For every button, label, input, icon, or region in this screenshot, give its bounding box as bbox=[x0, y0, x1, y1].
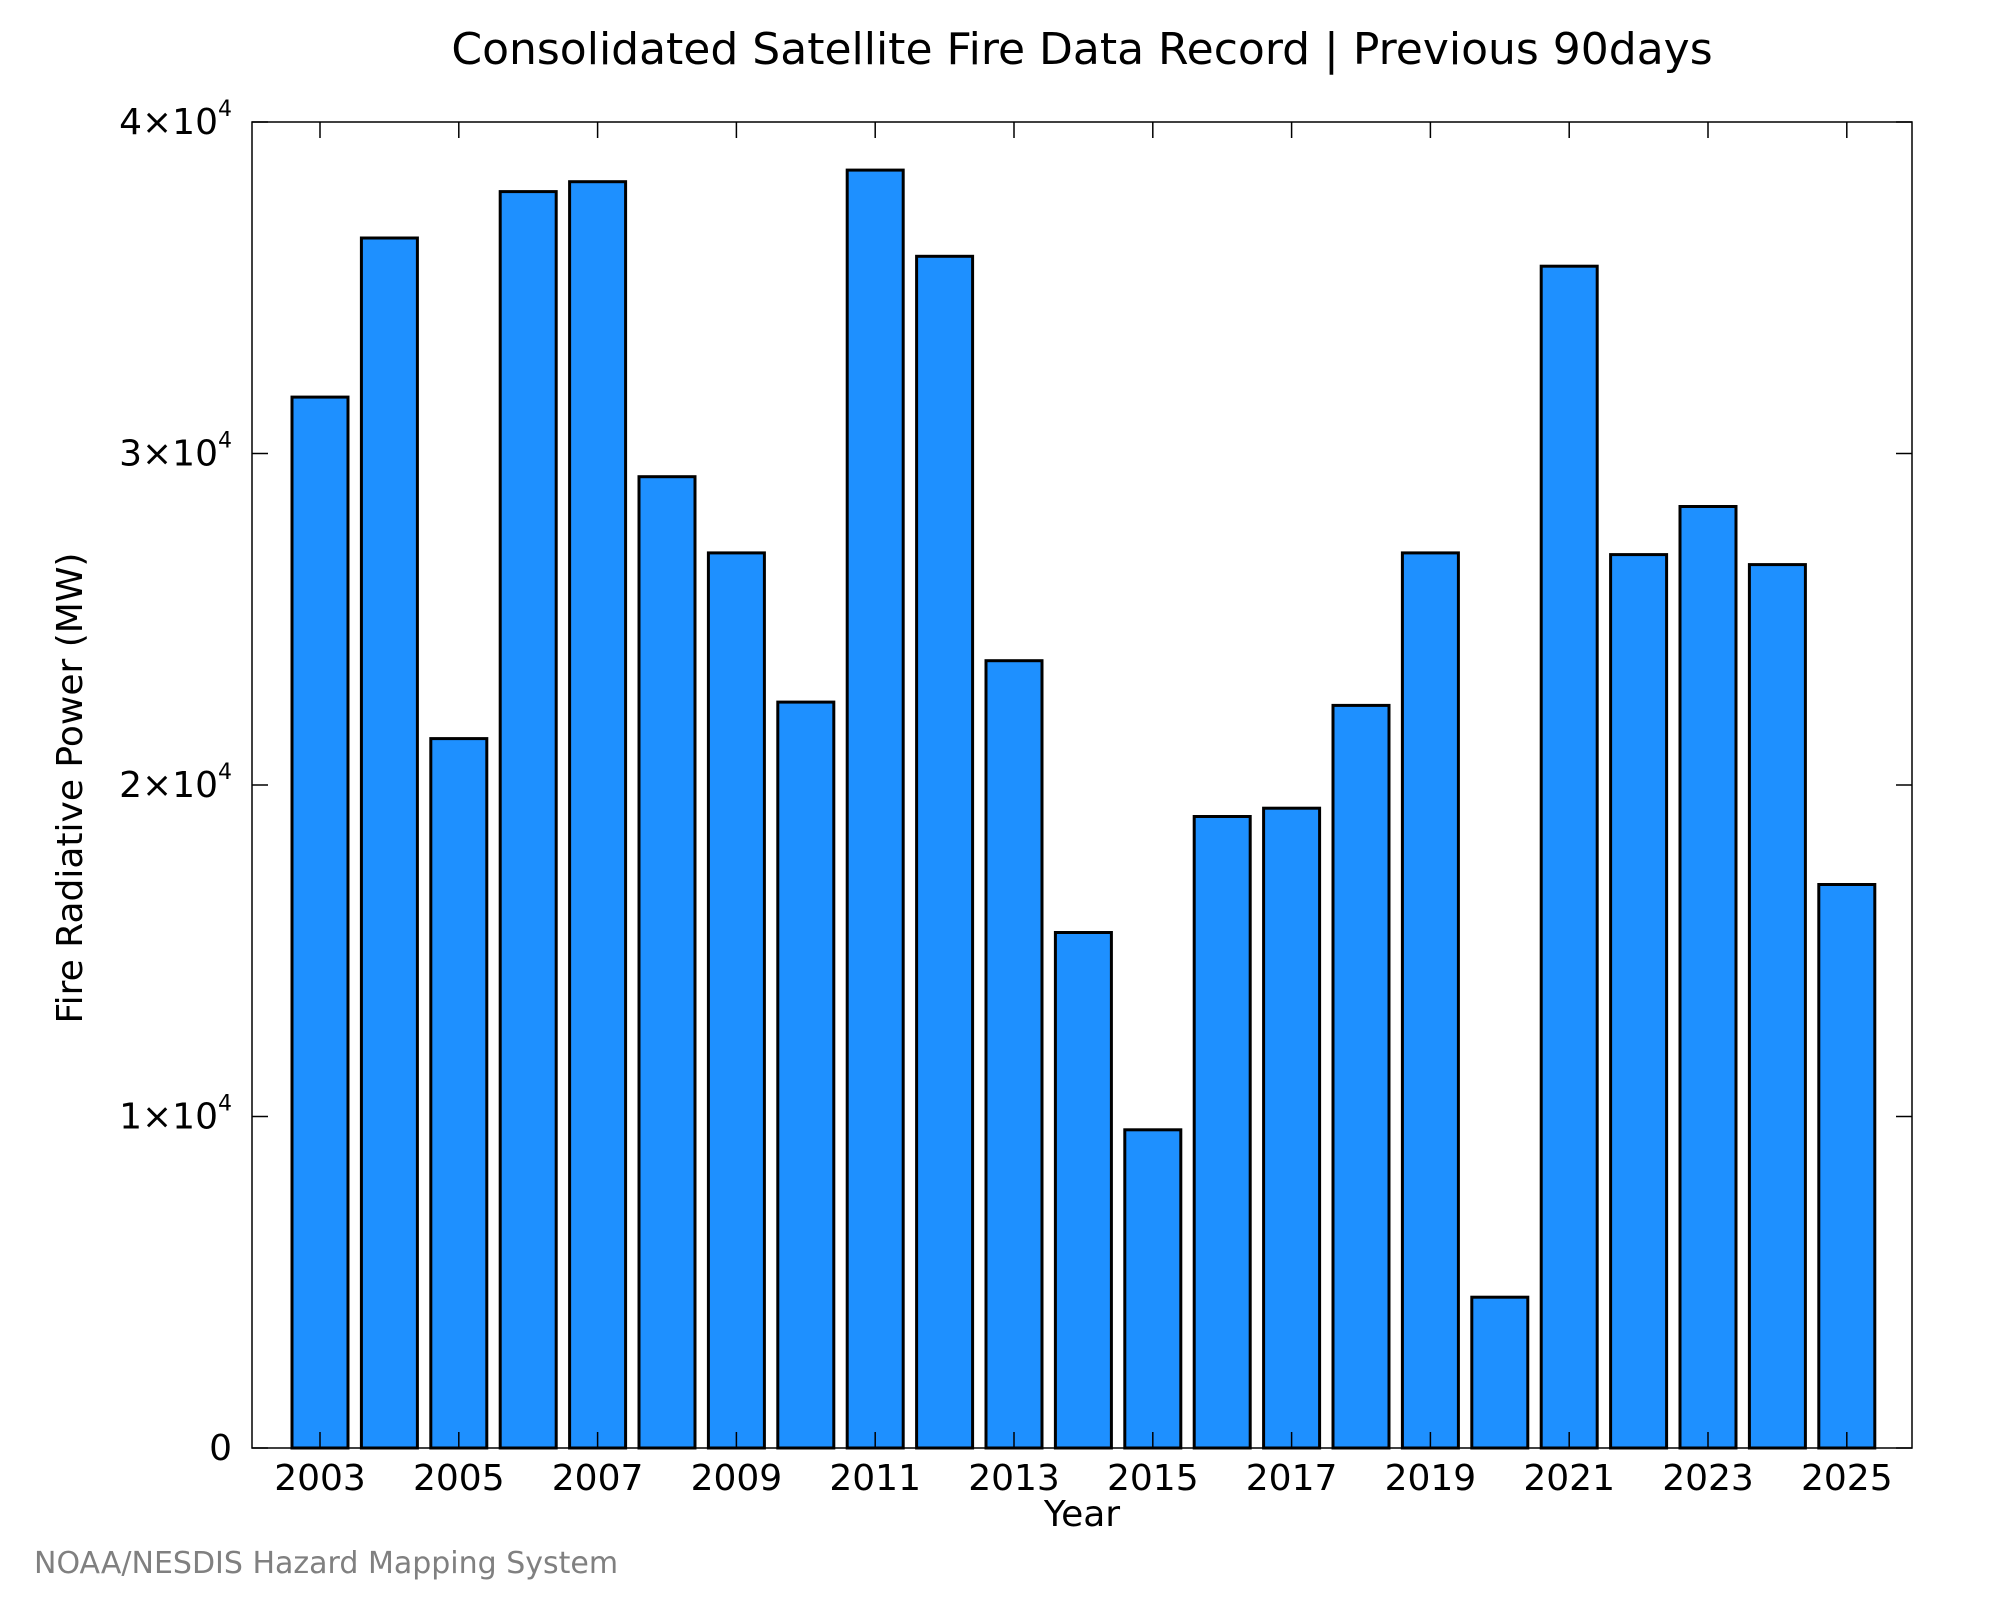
x-tick-label: 2025 bbox=[1801, 1458, 1893, 1499]
bar-2023 bbox=[1678, 505, 1738, 1450]
axis-ticks bbox=[252, 121, 1912, 1449]
bar-2006 bbox=[498, 190, 558, 1450]
x-axis-label: Year bbox=[1043, 1494, 1120, 1535]
x-tick-label: 2007 bbox=[552, 1458, 644, 1499]
bar-2012 bbox=[915, 254, 975, 1450]
bar-2019 bbox=[1400, 551, 1460, 1450]
bar-2021 bbox=[1539, 264, 1599, 1450]
bar-2007 bbox=[568, 180, 628, 1450]
bar-2013 bbox=[984, 659, 1044, 1450]
x-tick-label: 2009 bbox=[691, 1458, 783, 1499]
bar-2022 bbox=[1609, 553, 1669, 1450]
chart-title: Consolidated Satellite Fire Data Record … bbox=[451, 24, 1712, 75]
x-tick-label: 2017 bbox=[1246, 1458, 1338, 1499]
x-tick-label: 2005 bbox=[413, 1458, 505, 1499]
y-tick-label: 4×104 bbox=[119, 97, 232, 143]
bar-2010 bbox=[776, 700, 836, 1450]
bar-2004 bbox=[359, 236, 419, 1450]
x-tick-label: 2015 bbox=[1107, 1458, 1199, 1499]
bar-2017 bbox=[1262, 806, 1322, 1450]
x-tick-label: 2011 bbox=[829, 1458, 921, 1499]
y-tick-label: 1×104 bbox=[119, 1092, 232, 1138]
bar-2011 bbox=[845, 168, 905, 1450]
y-tick-labels: 0 1×104 2×104 3×104 4×104 bbox=[119, 97, 232, 1469]
bar-2024 bbox=[1747, 563, 1807, 1450]
x-tick-label: 2003 bbox=[274, 1458, 366, 1499]
credit-text: NOAA/NESDIS Hazard Mapping System bbox=[34, 1546, 618, 1581]
plot-frame bbox=[251, 121, 1913, 1449]
x-tick-label: 2013 bbox=[968, 1458, 1060, 1499]
bar-2014 bbox=[1053, 931, 1113, 1450]
bar-2020 bbox=[1470, 1295, 1530, 1450]
y-axis-label: Fire Radiative Power (MW) bbox=[50, 553, 91, 1024]
bar-2015 bbox=[1123, 1128, 1183, 1450]
x-tick-label: 2021 bbox=[1523, 1458, 1615, 1499]
bar-2003 bbox=[290, 395, 350, 1450]
y-tick-label: 2×104 bbox=[119, 760, 232, 806]
bar-2018 bbox=[1331, 703, 1391, 1450]
x-tick-label: 2019 bbox=[1385, 1458, 1477, 1499]
y-tick-label: 3×104 bbox=[119, 429, 232, 475]
x-tick-labels: 2003 2005 2007 2009 2011 2013 2015 2017 2019 2021… bbox=[274, 1458, 1892, 1499]
x-tick-label: 2023 bbox=[1662, 1458, 1754, 1499]
bar-2005 bbox=[429, 737, 489, 1450]
y-tick-label: 0 bbox=[209, 1428, 232, 1469]
bar-2009 bbox=[706, 551, 766, 1450]
bar-series bbox=[290, 168, 1877, 1450]
bar-2025 bbox=[1817, 883, 1877, 1450]
bar-2008 bbox=[637, 475, 697, 1450]
bar-2016 bbox=[1192, 815, 1252, 1450]
